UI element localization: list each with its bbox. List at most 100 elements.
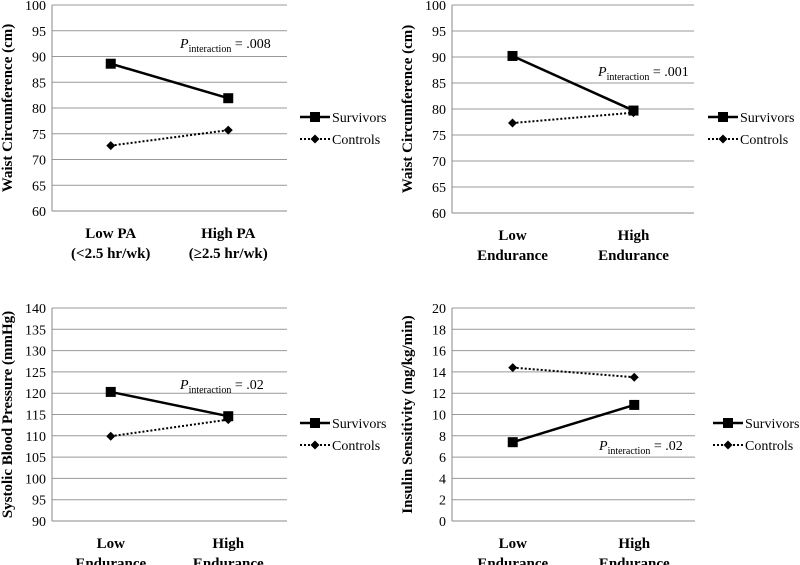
y-tick-label: 75 (32, 128, 46, 143)
x-tick-label: (≥2.5 hr/wk) (189, 246, 268, 262)
chart-panel-2: 60 65 70 75 80 85 90 95 100 Waist Circumference (… (400, 0, 794, 264)
y-axis-title: Insulin Sensitivity (mg/kg/min) (400, 315, 416, 513)
x-tick-label: Low (498, 228, 527, 244)
x-tick-label: Low (97, 536, 126, 552)
y-tick-label: 14 (432, 366, 446, 381)
x-tick-label: Endurance (75, 556, 146, 565)
y-tick-label: 8 (439, 430, 446, 445)
series-line-survivors (511, 54, 635, 112)
y-tick-label: 60 (32, 205, 46, 220)
y-tick-label: 100 (25, 472, 46, 487)
x-tick-label: High (618, 228, 650, 244)
y-tick-label: 90 (432, 51, 446, 66)
y-axis-title: Systolic Blood Pressure (mmHg) (0, 311, 16, 518)
legend-label: Survivors (332, 111, 386, 126)
legend-label: Survivors (332, 417, 386, 432)
x-tick-label: (<2.5 hr/wk) (71, 246, 150, 262)
y-tick-label: 80 (432, 103, 446, 118)
y-tick-label: 2 (439, 494, 446, 509)
y-tick-label: 130 (25, 345, 46, 360)
data-point-controls (629, 108, 638, 118)
y-tick-label: 60 (432, 207, 446, 222)
legend-marker-square (723, 418, 733, 428)
data-point-controls (508, 363, 518, 373)
y-tick-label: 100 (425, 0, 446, 14)
series-line-controls (110, 129, 229, 147)
y-tick-label: 120 (25, 387, 46, 402)
legend-label: Controls (740, 133, 788, 148)
legend-label: Survivors (745, 417, 799, 432)
y-tick-label: 18 (432, 323, 446, 338)
y-tick-label: 90 (32, 51, 46, 66)
data-point-survivors (105, 386, 116, 397)
data-point-controls (106, 431, 116, 441)
legend-marker-diamond (310, 134, 320, 144)
y-tick-label: 135 (25, 323, 46, 338)
data-point-survivors (507, 437, 518, 448)
y-tick-label: 105 (25, 451, 46, 466)
y-tick-label: 110 (26, 430, 46, 445)
y-tick-label: 80 (32, 102, 46, 117)
y-tick-label: 4 (439, 472, 446, 487)
y-tick-label: 70 (32, 154, 46, 169)
legend-marker-diamond (718, 134, 728, 144)
y-tick-label: 65 (432, 181, 446, 196)
x-tick-label: High (618, 536, 650, 552)
x-tick-label: Low (499, 536, 528, 552)
series-line-survivors (110, 390, 229, 418)
legend-label: Controls (332, 439, 380, 454)
y-axis-title: Waist Circumference (cm) (0, 24, 16, 193)
chart-panel-1: 60 65 70 75 80 85 90 95 100 Waist Circumference (… (0, 0, 386, 262)
data-point-survivors (223, 93, 234, 104)
data-point-controls (508, 118, 517, 128)
series-line-survivors (512, 403, 635, 444)
p-interaction-annotation: Pinteraction = .02 (179, 378, 264, 396)
chart-panel-3: 90 95 100 105 110 115 120 125 130 135 140 Systolic … (0, 302, 386, 565)
y-tick-label: 90 (32, 515, 46, 530)
y-tick-label: 75 (432, 129, 446, 144)
y-tick-label: 20 (432, 302, 446, 317)
y-tick-label: 70 (432, 155, 446, 170)
legend-label: Controls (332, 133, 380, 148)
y-tick-label: 16 (432, 345, 446, 360)
p-interaction-annotation: Pinteraction = .02 (598, 439, 683, 457)
y-tick-label: 95 (32, 25, 46, 40)
x-tick-label: Endurance (477, 556, 548, 565)
y-tick-label: 140 (25, 302, 46, 317)
legend-label: Survivors (740, 111, 794, 126)
data-point-survivors (629, 399, 640, 410)
y-tick-label: 125 (25, 366, 46, 381)
y-tick-label: 12 (432, 387, 446, 402)
data-point-controls (223, 125, 233, 135)
y-tick-label: 100 (25, 0, 46, 14)
y-tick-label: 85 (32, 76, 46, 91)
series-line-controls (110, 418, 229, 438)
p-interaction-annotation: Pinteraction = .008 (179, 37, 271, 55)
chart-panel-4: 0 2 4 6 8 10 12 14 16 18 20 Insulin Sensitivity (mg… (400, 302, 799, 565)
legend-marker-square (718, 112, 728, 122)
legend-marker-diamond (310, 440, 320, 450)
legend-marker-diamond (723, 440, 733, 450)
series-line-controls (512, 366, 635, 379)
data-point-survivors (507, 50, 518, 61)
x-tick-label: Endurance (477, 248, 548, 264)
y-tick-label: 10 (432, 409, 446, 424)
y-tick-label: 65 (32, 179, 46, 194)
data-point-survivors (105, 58, 116, 69)
data-point-controls (223, 415, 233, 425)
y-tick-label: 0 (439, 515, 446, 530)
p-interaction-annotation: Pinteraction = .001 (597, 65, 689, 83)
legend-label: Controls (745, 439, 793, 454)
y-tick-label: 115 (26, 409, 46, 424)
y-tick-label: 95 (32, 494, 46, 509)
legend-marker-square (310, 418, 320, 428)
y-tick-label: 85 (432, 77, 446, 92)
x-tick-label: Low PA (85, 226, 136, 242)
legend-marker-square (310, 112, 320, 122)
series-line-controls (512, 111, 634, 125)
x-tick-label: Endurance (599, 556, 670, 565)
x-tick-label: Endurance (598, 248, 669, 264)
y-tick-label: 95 (432, 25, 446, 40)
x-tick-label: Endurance (193, 556, 264, 565)
